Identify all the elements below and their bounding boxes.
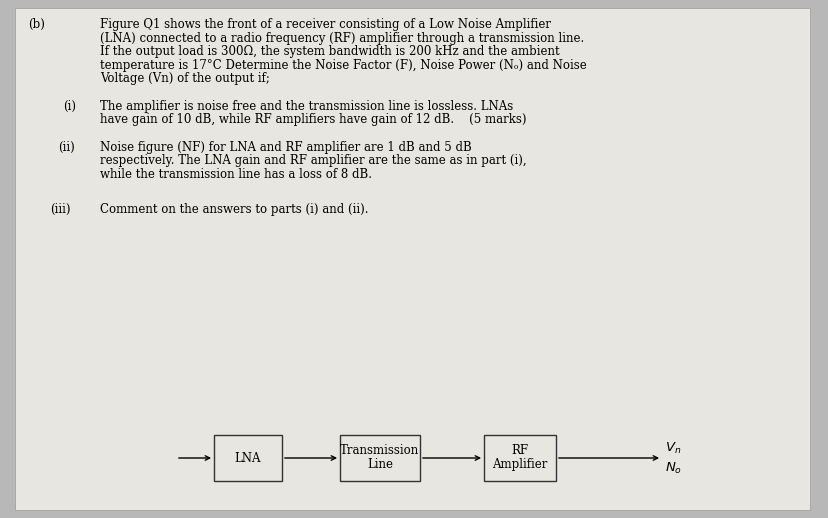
- Text: Line: Line: [367, 458, 392, 471]
- Bar: [484, 435, 556, 481]
- Text: have gain of 10 dB, while RF amplifiers have gain of 12 dB.    (5 marks): have gain of 10 dB, while RF amplifiers …: [100, 113, 526, 126]
- Text: If the output load is 300Ω, the system bandwidth is 200 kHz and the ambient: If the output load is 300Ω, the system b…: [100, 45, 559, 58]
- Text: (iii): (iii): [50, 203, 70, 216]
- Text: (ii): (ii): [58, 140, 75, 153]
- Text: Amplifier: Amplifier: [492, 458, 547, 471]
- Text: $N_o$: $N_o$: [664, 461, 681, 476]
- Text: respectively. The LNA gain and RF amplifier are the same as in part (i),: respectively. The LNA gain and RF amplif…: [100, 154, 526, 167]
- Bar: [339, 435, 420, 481]
- Text: Comment on the answers to parts (i) and (ii).: Comment on the answers to parts (i) and …: [100, 203, 368, 216]
- Text: (i): (i): [63, 99, 76, 112]
- Text: Transmission: Transmission: [340, 444, 419, 457]
- Text: Figure Q1 shows the front of a receiver consisting of a Low Noise Amplifier: Figure Q1 shows the front of a receiver …: [100, 18, 551, 31]
- Text: Noise figure (NF) for LNA and RF amplifier are 1 dB and 5 dB: Noise figure (NF) for LNA and RF amplifi…: [100, 140, 471, 153]
- Text: while the transmission line has a loss of 8 dB.: while the transmission line has a loss o…: [100, 167, 372, 180]
- Text: (b): (b): [28, 18, 45, 31]
- Text: temperature is 17°C Determine the Noise Factor (F), Noise Power (Nₒ) and Noise: temperature is 17°C Determine the Noise …: [100, 59, 586, 71]
- Bar: [214, 435, 282, 481]
- Text: Voltage (Vn) of the output if;: Voltage (Vn) of the output if;: [100, 72, 270, 85]
- Text: (LNA) connected to a radio frequency (RF) amplifier through a transmission line.: (LNA) connected to a radio frequency (RF…: [100, 32, 584, 45]
- Text: LNA: LNA: [234, 452, 261, 465]
- Text: $V_n$: $V_n$: [664, 440, 681, 455]
- Text: RF: RF: [511, 444, 528, 457]
- Text: The amplifier is noise free and the transmission line is lossless. LNAs: The amplifier is noise free and the tran…: [100, 99, 513, 112]
